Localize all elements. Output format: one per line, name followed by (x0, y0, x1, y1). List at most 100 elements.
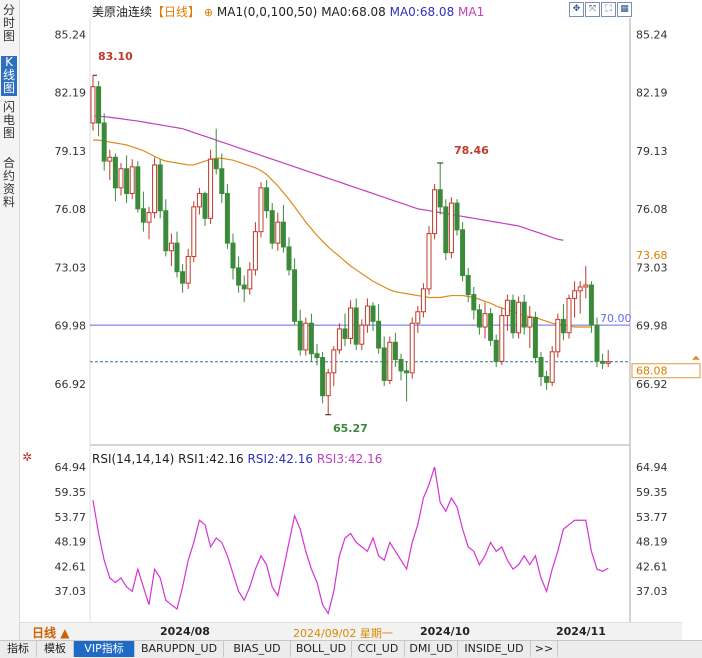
rsi-tick-left: 48.19 (55, 536, 87, 549)
candle-body (381, 347, 387, 381)
period-selector-label: 日线 (32, 626, 57, 640)
candle-body (499, 315, 505, 362)
tab-templates[interactable]: 模板 (37, 641, 74, 657)
candle-body (454, 202, 460, 231)
candle-body (510, 299, 516, 334)
candle-body (600, 360, 606, 364)
candle-body (348, 307, 354, 339)
tab-boll[interactable]: BOLL_UD (291, 641, 352, 657)
chart-title: 美原油连续【日线】 ⊕ MA1(0,0,100,50) MA0:68.08 MA… (92, 3, 484, 20)
candle-body (325, 372, 331, 397)
rsi-tick-right: 64.94 (636, 461, 668, 474)
last-price-label: 68.08 (636, 365, 668, 378)
rsi-tick-left: 42.61 (55, 560, 87, 573)
candle-body (258, 187, 264, 233)
candle-body (101, 122, 107, 162)
candle-body (398, 358, 404, 372)
rsi-title: RSI(14,14,14) RSI1:42.16 RSI2:42.16 RSI3… (92, 452, 382, 466)
candle-body (364, 305, 370, 326)
period-selector[interactable]: 日线 ▲ (32, 626, 70, 640)
tab-inside[interactable]: INSIDE_UD (458, 641, 531, 657)
candle-body (185, 255, 191, 284)
rsi-line (92, 466, 609, 616)
candle-body (376, 320, 382, 349)
candle-body (392, 341, 398, 360)
add-indicator-icon[interactable]: ⊕ (203, 6, 214, 19)
price-tick-left: 79.13 (55, 145, 87, 158)
candle-body (471, 294, 477, 311)
indicator-tab-bar: 指标 模板 VIP指标 BARUPDN_UD BIAS_UD BOLL_UD C… (0, 640, 702, 658)
candle-body (359, 324, 365, 345)
candle-body (118, 168, 124, 189)
candle-body (264, 187, 270, 212)
tab-timeshare[interactable]: 分时图 (2, 3, 15, 43)
high-marker-1: 83.10 (98, 50, 133, 63)
tab-barupdn[interactable]: BARUPDN_UD (135, 641, 224, 657)
candle-body (168, 242, 174, 252)
ma1-label: MA1 (458, 5, 485, 19)
candle-body (566, 297, 572, 334)
candle-body (482, 313, 488, 328)
period-label: 【日线】 (152, 5, 201, 19)
candle-body (196, 193, 202, 208)
candle-body (107, 156, 113, 162)
candle-body (588, 284, 594, 326)
symbol-name: 美原油连续 (92, 5, 153, 19)
price-tick-right: 85.24 (636, 28, 668, 41)
tab-indicators[interactable]: 指标 (0, 641, 37, 657)
candle-body (297, 320, 303, 351)
candle-body (404, 370, 410, 374)
candle-body (208, 158, 214, 219)
level-70-label: 70.00 (600, 312, 632, 325)
candle-body (527, 316, 533, 328)
candle-body (135, 166, 141, 210)
grid-icon[interactable]: ▦ (617, 2, 632, 17)
ma0-value: MA0:68.08 (321, 5, 386, 19)
tab-dmi[interactable]: DMI_UD (405, 641, 458, 657)
candle-body (140, 208, 146, 223)
candle-body (129, 166, 135, 195)
rsi-settings-icon[interactable]: ✲ (22, 450, 32, 464)
candle-body (342, 328, 348, 339)
candle-body (236, 267, 242, 286)
move-icon[interactable]: ⤧ (585, 2, 600, 17)
candle-body (247, 269, 253, 290)
candle-body (460, 229, 466, 277)
tab-vip-indicators[interactable]: VIP指标 (74, 641, 135, 657)
candle-body (191, 206, 197, 257)
candle-body (331, 349, 337, 374)
tab-bias[interactable]: BIAS_UD (224, 641, 291, 657)
tab-kline[interactable]: K线图 (1, 55, 17, 96)
last-price-up-arrow-icon (692, 355, 700, 360)
candle-body (549, 351, 555, 383)
rsi-tick-right: 37.03 (636, 585, 668, 598)
rsi2-value: RSI2:42.16 (247, 452, 314, 466)
kline-chart[interactable]: 85.24 85.24 82.19 82.19 79.13 79.13 76.08 76.08… (0, 0, 702, 622)
candle-body (146, 212, 152, 223)
date-label-oct: 2024/10 (420, 625, 470, 638)
candle-body (432, 189, 438, 235)
price-tick-right: 66.92 (636, 378, 668, 391)
expand-icon[interactable]: ✥ (569, 2, 584, 17)
fullscreen-icon[interactable]: ⛶ (601, 2, 616, 17)
chart-frame (89, 18, 631, 622)
candle-body (112, 156, 118, 189)
candle-body (370, 305, 376, 322)
date-label-aug: 2024/08 (160, 625, 210, 638)
tab-cci[interactable]: CCI_UD (352, 641, 405, 657)
candle-body (465, 275, 471, 296)
candle-body (521, 301, 527, 328)
candle-body (124, 168, 130, 195)
candle-body (219, 168, 225, 195)
candle-body (275, 221, 281, 244)
candle-body (269, 210, 275, 244)
price-tick-right: 73.03 (636, 261, 668, 274)
tab-lightning[interactable]: 闪电图 (2, 100, 15, 140)
rsi1-value: RSI1:42.16 (178, 452, 244, 466)
tab-contract-info[interactable]: 合约资料 (2, 156, 15, 209)
rsi-tick-left: 53.77 (55, 511, 87, 524)
tab-more[interactable]: >> (531, 641, 558, 657)
candle-body (286, 246, 292, 271)
candle-body (314, 353, 320, 359)
candle-body (152, 164, 158, 214)
